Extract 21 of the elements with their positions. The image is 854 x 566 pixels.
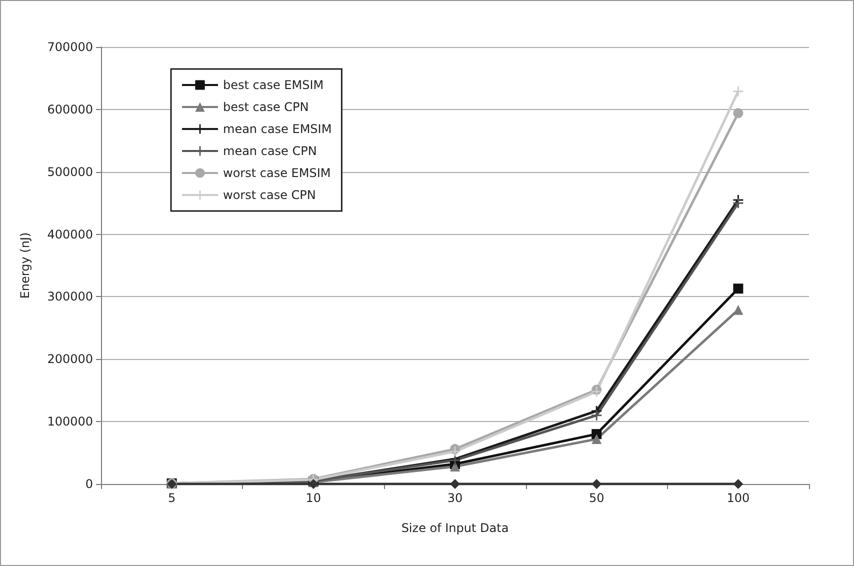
y-tick-label: 100000 <box>47 414 93 429</box>
legend-label: mean case CPN <box>223 144 317 158</box>
y-tick-label: 700000 <box>47 40 93 54</box>
legend-label: best case CPN <box>223 100 309 114</box>
y-tick-label: 400000 <box>47 227 93 242</box>
x-tick-label: 5 <box>168 491 176 505</box>
legend-label: mean case EMSIM <box>223 122 332 136</box>
x-axis-title: Size of Input Data <box>401 521 509 535</box>
y-tick-label: 200000 <box>47 352 93 366</box>
legend-label: worst case EMSIM <box>223 166 331 180</box>
x-tick-label: 30 <box>447 491 463 505</box>
y-tick-label: 300000 <box>47 290 93 304</box>
legend-label: worst case CPN <box>223 188 316 202</box>
legend-label: best case EMSIM <box>223 78 324 92</box>
x-tick-label: 10 <box>306 491 322 505</box>
x-tick-label: 50 <box>588 491 604 505</box>
y-tick-label: 500000 <box>47 164 93 179</box>
x-tick-label: 100 <box>726 491 750 505</box>
y-tick-label: 600000 <box>47 102 93 116</box>
y-tick-label: 0 <box>85 477 93 491</box>
y-axis-title: Energy (nJ) <box>18 232 32 299</box>
